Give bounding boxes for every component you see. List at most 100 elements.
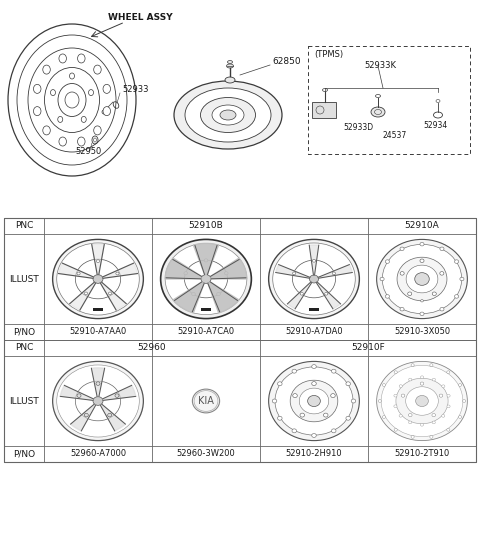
Polygon shape — [102, 385, 136, 400]
Ellipse shape — [277, 416, 282, 420]
Ellipse shape — [34, 84, 41, 93]
Ellipse shape — [394, 394, 397, 397]
Ellipse shape — [84, 292, 87, 295]
Ellipse shape — [310, 275, 319, 283]
Ellipse shape — [420, 300, 423, 302]
Ellipse shape — [53, 362, 144, 440]
Ellipse shape — [400, 247, 404, 250]
Ellipse shape — [440, 307, 444, 311]
Ellipse shape — [312, 259, 315, 262]
Ellipse shape — [442, 414, 445, 417]
Text: 52910B: 52910B — [189, 221, 223, 230]
Ellipse shape — [308, 395, 320, 406]
Ellipse shape — [331, 394, 335, 397]
Ellipse shape — [442, 385, 445, 387]
Ellipse shape — [383, 383, 385, 386]
Text: 52910-3X050: 52910-3X050 — [394, 328, 450, 337]
Ellipse shape — [463, 400, 466, 402]
Ellipse shape — [332, 272, 336, 275]
Ellipse shape — [300, 413, 304, 417]
Polygon shape — [309, 245, 319, 275]
Ellipse shape — [290, 380, 338, 422]
Ellipse shape — [43, 126, 50, 135]
Polygon shape — [193, 243, 218, 274]
Ellipse shape — [184, 260, 228, 298]
Ellipse shape — [299, 388, 329, 414]
Ellipse shape — [455, 295, 458, 298]
Ellipse shape — [324, 413, 328, 417]
Ellipse shape — [277, 382, 282, 386]
Ellipse shape — [165, 243, 247, 315]
Ellipse shape — [269, 362, 360, 440]
Polygon shape — [71, 404, 96, 431]
Text: P/NO: P/NO — [13, 449, 35, 458]
Polygon shape — [316, 282, 341, 309]
Ellipse shape — [394, 428, 397, 431]
Polygon shape — [165, 258, 202, 279]
Ellipse shape — [351, 399, 356, 403]
Ellipse shape — [292, 369, 297, 373]
Ellipse shape — [432, 414, 435, 416]
Text: 52950: 52950 — [75, 148, 101, 157]
Ellipse shape — [108, 292, 111, 295]
Text: (TPMS): (TPMS) — [314, 50, 343, 59]
Ellipse shape — [228, 60, 232, 64]
Ellipse shape — [408, 421, 412, 424]
Ellipse shape — [312, 382, 316, 386]
Polygon shape — [173, 282, 204, 313]
Ellipse shape — [88, 89, 94, 96]
Ellipse shape — [447, 405, 450, 408]
Ellipse shape — [275, 367, 353, 435]
Ellipse shape — [332, 429, 336, 433]
Ellipse shape — [430, 435, 433, 438]
Text: PNC: PNC — [15, 343, 33, 353]
Ellipse shape — [75, 381, 120, 421]
Text: 52910F: 52910F — [351, 343, 385, 353]
Ellipse shape — [455, 260, 458, 263]
Ellipse shape — [192, 389, 220, 413]
Ellipse shape — [94, 126, 101, 135]
Ellipse shape — [411, 364, 414, 367]
Text: 52933D: 52933D — [343, 124, 373, 132]
Text: 52910-A7AA0: 52910-A7AA0 — [70, 328, 127, 337]
Ellipse shape — [292, 429, 297, 433]
Polygon shape — [92, 244, 104, 274]
Ellipse shape — [103, 84, 110, 93]
Text: 52910-A7DA0: 52910-A7DA0 — [285, 328, 343, 337]
Ellipse shape — [201, 97, 255, 132]
Ellipse shape — [57, 365, 139, 437]
Ellipse shape — [416, 395, 428, 406]
Ellipse shape — [75, 259, 120, 299]
Ellipse shape — [70, 73, 74, 79]
Ellipse shape — [411, 435, 414, 438]
Ellipse shape — [77, 394, 81, 397]
Ellipse shape — [204, 259, 208, 262]
Bar — [201, 307, 212, 311]
Ellipse shape — [212, 105, 244, 125]
Ellipse shape — [346, 416, 350, 420]
Text: P/NO: P/NO — [13, 328, 35, 337]
Ellipse shape — [420, 243, 424, 246]
Ellipse shape — [432, 378, 435, 381]
Ellipse shape — [225, 77, 235, 83]
Ellipse shape — [93, 274, 103, 283]
Polygon shape — [102, 263, 137, 278]
Ellipse shape — [84, 413, 88, 417]
Ellipse shape — [408, 292, 412, 296]
Ellipse shape — [59, 54, 66, 63]
Polygon shape — [70, 282, 96, 310]
Ellipse shape — [292, 260, 336, 298]
Ellipse shape — [420, 376, 424, 378]
Polygon shape — [288, 282, 312, 309]
Ellipse shape — [103, 107, 110, 116]
Polygon shape — [100, 282, 126, 310]
Ellipse shape — [216, 292, 220, 296]
Bar — [308, 46, 470, 154]
Text: PNC: PNC — [15, 221, 33, 230]
Ellipse shape — [161, 239, 252, 319]
Ellipse shape — [59, 137, 66, 146]
Ellipse shape — [382, 244, 462, 314]
Ellipse shape — [378, 400, 382, 402]
Polygon shape — [100, 404, 125, 431]
Ellipse shape — [401, 394, 405, 397]
